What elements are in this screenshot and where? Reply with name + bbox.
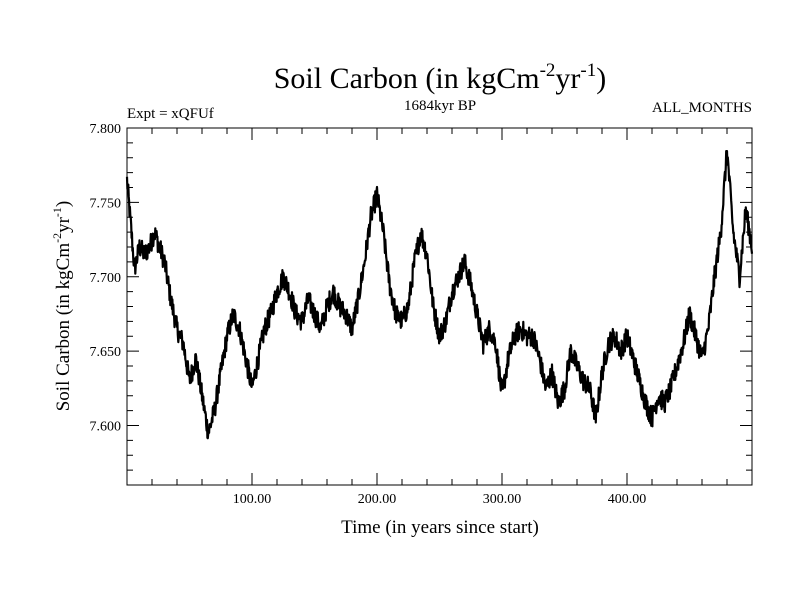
- chart-title: Soil Carbon (in kgCm-2yr-1): [274, 60, 607, 95]
- y-tick-label: 7.750: [90, 196, 122, 211]
- y-axis-label: Soil Carbon (in kgCm-2yr-1): [50, 201, 74, 412]
- x-tick-label: 100.00: [233, 492, 272, 507]
- x-tick-label: 200.00: [358, 492, 397, 507]
- y-axis-ticks: 7.600 7.650 7.700 7.750 7.800: [90, 122, 752, 486]
- y-axis-label-sup2: -1: [50, 207, 64, 217]
- y-axis-label-sup1: -2: [50, 233, 64, 243]
- chart-title-sup2: -1: [580, 60, 596, 81]
- plot-frame: [126, 127, 753, 486]
- x-axis-label: Time (in years since start): [341, 517, 539, 538]
- x-tick-label: 400.00: [608, 492, 647, 507]
- chart-title-end: ): [596, 62, 606, 95]
- chart-title-sup1: -2: [540, 60, 556, 81]
- subtitle-months: ALL_MONTHS: [652, 100, 752, 116]
- subtitle-experiment: Expt = xQFUf: [127, 106, 214, 122]
- y-tick-label: 7.600: [90, 420, 122, 435]
- x-tick-label: 300.00: [483, 492, 522, 507]
- subtitle-period: 1684kyr BP: [404, 98, 476, 114]
- series-line-soil-carbon: [125, 150, 754, 440]
- x-axis-ticks: 100.00 200.00 300.00 400.00: [151, 128, 728, 507]
- y-axis-label-end: ): [53, 201, 74, 207]
- y-axis-label-main: Soil Carbon (in kgCm: [53, 243, 74, 412]
- y-tick-label: 7.800: [90, 122, 122, 137]
- chart-title-mid: yr: [555, 62, 580, 95]
- y-axis-label-mid: yr: [53, 216, 74, 233]
- chart-title-main: Soil Carbon (in kgCm: [274, 62, 540, 95]
- y-tick-label: 7.650: [90, 345, 122, 360]
- y-tick-label: 7.700: [90, 271, 122, 286]
